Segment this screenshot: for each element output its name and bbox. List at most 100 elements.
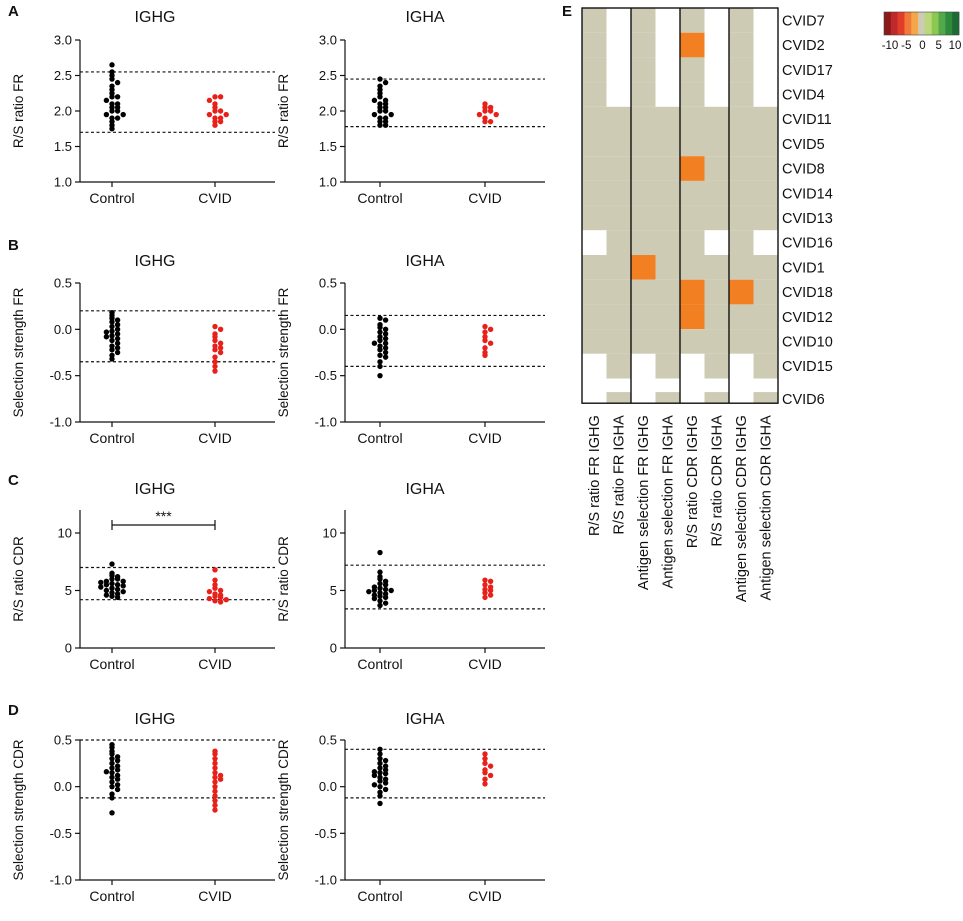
data-point-control [114,79,121,86]
data-point-cvid [482,345,488,351]
data-point-control [377,352,383,358]
heatmap-cell [606,57,631,83]
data-point-cvid [482,323,488,330]
heatmap-column-label: Antigen selection CDR IGHA [759,415,775,601]
colorbar-swatch [931,12,939,35]
heatmap-cell [704,392,729,404]
y-tick-label: 0.0 [319,322,337,337]
colorbar-swatch [897,12,905,35]
data-point-cvid [482,760,488,767]
data-point-cvid [217,587,224,594]
data-point-control [371,782,378,788]
scatter-chart-d-ighg: IGHG -1.0 -0.5 0.0 0.5 Control CVID Selection s… [11,711,275,904]
data-point-cvid [223,111,229,118]
y-tick-label: 10 [58,526,72,541]
data-point-control [382,326,389,333]
heatmap-cell [655,230,680,255]
y-tick-label: 0.5 [54,733,72,748]
heatmap-cell [753,180,778,206]
data-point-control [114,757,121,764]
heatmap-cell [655,392,680,404]
data-point-cvid [217,118,224,125]
heatmap-cell [631,8,656,33]
panel-label-c: C [8,472,19,489]
data-point-control [377,329,383,335]
heatmap-cell [680,156,705,181]
heatmap-cell [582,180,607,206]
heatmap-cell [729,180,754,206]
data-point-control [114,322,121,328]
data-point-control [377,598,383,604]
data-point-control [109,337,115,344]
data-point-control [377,580,383,587]
data-point-control [109,352,115,358]
heatmap-row-label: CVID14 [782,186,833,202]
data-point-cvid [212,797,218,804]
heatmap-cell [680,279,705,305]
data-point-cvid [217,349,224,356]
heatmap-cell [606,392,631,404]
data-point-control [114,326,121,333]
heatmap-cell [729,131,754,157]
data-point-control [366,588,372,595]
y-tick-label: 5 [65,583,72,598]
data-point-cvid [482,590,488,596]
data-point-control [382,317,389,323]
data-point-control [382,582,389,588]
data-point-control [109,576,115,582]
data-point-control [371,111,378,118]
y-axis-label: Selection strength FR [276,287,291,417]
data-point-cvid [487,326,494,333]
colorbar-tick-label: 0 [919,40,925,52]
data-point-cvid [217,776,224,782]
data-point-cvid [217,345,224,351]
x-tick-label: CVID [468,656,501,672]
y-axis-label: Selection strength CDR [276,739,291,880]
data-point-control [382,770,389,777]
y-tick-label: 1.5 [54,139,72,154]
colorbar-tick-label: -10 [882,40,899,52]
data-point-cvid [482,329,488,335]
data-point-control [103,769,110,775]
heatmap-cell [753,304,778,330]
heatmap-cell [582,255,607,280]
data-point-control [103,592,110,598]
data-point-control [114,349,121,356]
heatmap-cell [753,156,778,181]
heatmap-cell [753,205,778,231]
heatmap-cell [729,82,754,107]
heatmap-cell [704,205,729,231]
data-point-control [382,786,389,793]
data-point-control [382,763,389,769]
heatmap-cell [606,329,631,354]
x-tick-label: CVID [198,888,231,904]
heatmap-cell [680,378,705,404]
data-point-control [109,343,115,349]
heatmap-cell [655,8,680,33]
data-point-control [377,315,383,321]
heatmap-cell [655,82,680,107]
data-point-control [109,783,115,790]
colorbar-tick-label: 10 [949,40,962,52]
data-point-control [114,594,121,601]
data-point-control [377,789,383,795]
heatmap-cell [655,106,680,132]
data-point-control [114,94,121,100]
heatmap-cell [704,156,729,181]
heatmap-cell [631,255,656,280]
y-axis-label: Selection strength CDR [11,739,26,880]
heatmap-cell [680,205,705,231]
data-point-control [377,372,383,379]
data-point-cvid [487,592,494,598]
data-point-cvid [212,368,218,374]
data-point-control [109,323,115,330]
heatmap-row-label: CVID6 [782,392,825,408]
panel-label-a: A [8,3,19,20]
data-point-control [114,767,121,773]
heatmap-cell [582,304,607,330]
y-axis-label: R/S ratio FR [276,74,291,149]
heatmap-cell [704,57,729,83]
heatmap-cell [680,8,705,33]
data-point-control [103,582,110,588]
